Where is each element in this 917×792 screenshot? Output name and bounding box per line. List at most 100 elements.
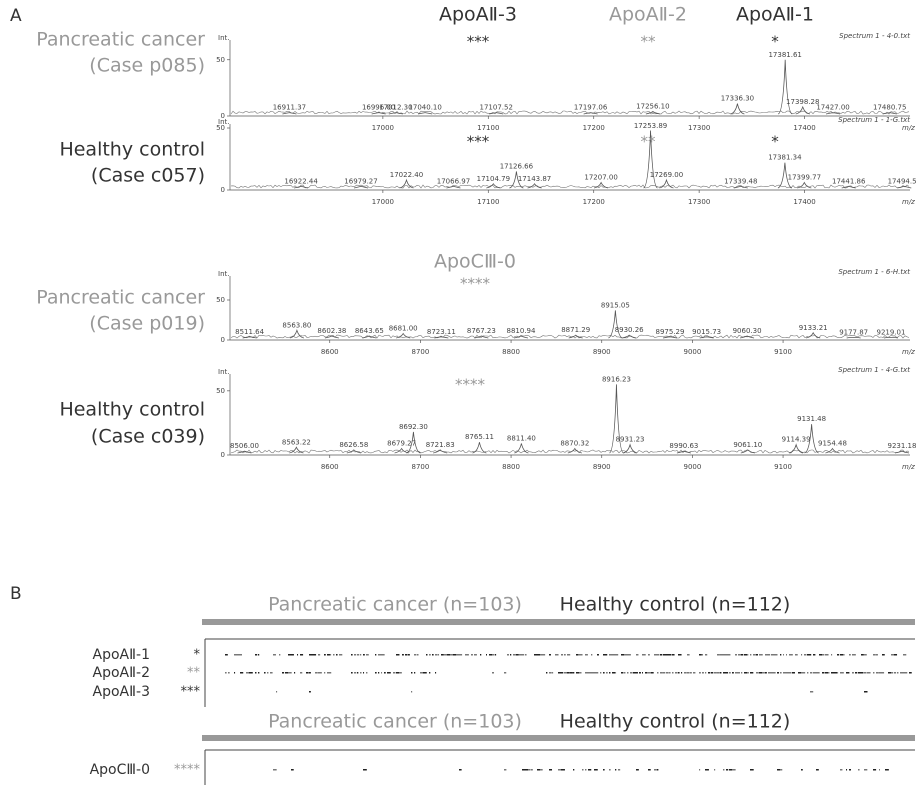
strip-dot [411, 691, 412, 693]
peak-stars: **** [455, 376, 486, 394]
strip-dot [594, 672, 597, 674]
strip-dot [669, 672, 671, 674]
strip-dot [240, 672, 243, 674]
x-axis-label: m/z [902, 124, 915, 132]
strip-dot [735, 654, 737, 656]
peak [584, 113, 598, 114]
strip-dot [351, 654, 353, 656]
strip-dot [387, 672, 391, 674]
strip-dot [267, 672, 268, 674]
peak [659, 180, 673, 188]
strip-dot [255, 672, 256, 674]
strip-dot [810, 654, 811, 656]
strip-dot [429, 672, 430, 674]
x-tick-label: 9000 [683, 348, 701, 356]
strip-dot [684, 672, 687, 674]
strip-dot [471, 654, 473, 656]
peak [354, 186, 368, 188]
strip-dot [273, 654, 276, 656]
strip-dot [756, 672, 759, 674]
strip-dot [795, 654, 798, 656]
x-tick-label: 8900 [593, 463, 611, 471]
strip-dot [363, 769, 367, 771]
strip-dot [258, 672, 259, 674]
strip-dot [804, 654, 806, 656]
peak [362, 336, 376, 338]
row-label: ApoAⅡ-3 [93, 684, 150, 700]
peak [897, 186, 911, 188]
strip-dot [714, 769, 715, 771]
strip-dot [804, 672, 805, 674]
peak-label: 8930.26 [615, 326, 644, 334]
strip-dot [270, 672, 273, 674]
strip-dot [225, 654, 228, 656]
x-tick-label: 17400 [793, 198, 815, 206]
strip-dot [708, 672, 710, 674]
strip-dot [672, 672, 674, 674]
peak [622, 335, 636, 338]
strip-dot [867, 672, 871, 674]
strip-dot [393, 672, 395, 674]
peak-label: 8871.29 [561, 326, 590, 334]
x-tick-label: 17100 [477, 124, 499, 132]
strip-dot [396, 654, 399, 656]
strip-dot [729, 672, 731, 674]
y-tick-label: 50 [216, 387, 225, 395]
peak-label: 9061.10 [733, 441, 762, 449]
peak-label: 9177.87 [839, 329, 868, 337]
strip-dot [561, 654, 563, 656]
strip-dot [582, 769, 584, 771]
strip-dot [774, 672, 776, 674]
strip-dot [474, 654, 477, 656]
strip-dot [615, 769, 616, 771]
strip-dot [621, 672, 623, 674]
strip-dot [558, 769, 561, 771]
strip-dot [414, 672, 415, 674]
strip-dot [228, 672, 230, 674]
peak-label: 17339.48 [724, 177, 757, 185]
peak-label: 9219.01 [876, 329, 905, 337]
peak-label: 17207.00 [584, 174, 617, 182]
strip-dot [636, 654, 638, 656]
strip-dot [894, 654, 897, 656]
peak-annotation: ApoCⅢ-0 [434, 251, 516, 273]
peak-label: 17494.58 [888, 177, 917, 185]
strip-dot [780, 769, 782, 771]
strip-dot [237, 654, 240, 656]
strip-dot [606, 654, 607, 656]
strip-dot [288, 672, 292, 674]
strip-dot [594, 769, 598, 771]
strip-dot [846, 769, 847, 771]
strip-dot [417, 654, 419, 656]
strip-dot [822, 672, 824, 674]
strip-dot [525, 654, 527, 656]
strip-dot [690, 672, 692, 674]
strip-dot [834, 672, 837, 674]
strip-dot [354, 654, 356, 656]
strip-dot [618, 769, 620, 771]
peak-stars: **** [460, 275, 491, 293]
strip-dot [570, 672, 573, 674]
panel-label: A [10, 6, 22, 26]
strip-dot [798, 672, 801, 674]
sample-label: Pancreatic cancer [36, 287, 205, 309]
strip-dot [408, 654, 410, 656]
strip-dot [360, 654, 361, 656]
strip-dot [306, 672, 309, 674]
y-tick-label: 0 [221, 451, 225, 459]
peak [806, 333, 820, 338]
strip-dot [762, 672, 765, 674]
strip-dot [552, 672, 553, 674]
peak-label: 16922.44 [284, 177, 318, 185]
strip-dot [894, 672, 896, 674]
strip-dot [324, 654, 326, 656]
peak-label: 8916.23 [602, 375, 631, 383]
peak [399, 180, 413, 188]
strip-dot [783, 672, 786, 674]
peak [514, 443, 528, 453]
strip-dot [663, 672, 665, 674]
strip-dot [849, 769, 851, 771]
strip-dot [675, 672, 678, 674]
strip-dot [774, 654, 778, 656]
peak-label: 17398.28 [786, 98, 819, 106]
